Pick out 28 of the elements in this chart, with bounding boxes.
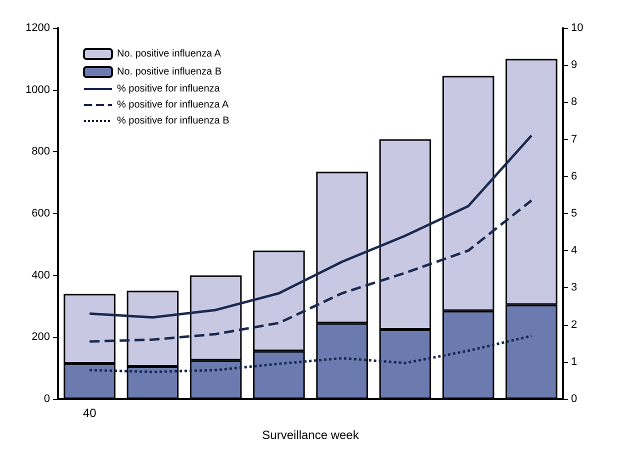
- legend-label: % positive for influenza: [117, 84, 220, 94]
- y-tick-label: 1000: [26, 84, 50, 96]
- x-axis-title: Surveillance week: [262, 428, 360, 442]
- y-tick-label: 0: [44, 393, 50, 405]
- y2-tick-label: 10: [571, 22, 584, 34]
- y2-tick-label: 0: [571, 393, 578, 405]
- line-series: [88, 334, 533, 374]
- legend-label: % positive for influenza B: [117, 116, 230, 126]
- legend-label: % positive for influenza A: [117, 100, 230, 110]
- y2-tick-label: 4: [571, 244, 578, 257]
- y2-tick-label: 6: [571, 170, 578, 182]
- y2-tick-label: 8: [571, 96, 578, 108]
- y-tick-label: 200: [32, 331, 50, 344]
- legend-label: No. positive influenza B: [117, 66, 222, 78]
- y2-tick-label: 5: [571, 208, 578, 220]
- line-series: [88, 199, 533, 343]
- y2-tick-label: 7: [571, 133, 578, 146]
- y2-tick-label: 9: [571, 59, 578, 72]
- y-tick-label: 1200: [26, 22, 50, 34]
- y2-tick-label: 3: [571, 282, 578, 294]
- legend-label: No. positive influenza A: [117, 48, 222, 60]
- y2-tick-label: 1: [571, 356, 578, 368]
- y2-tick-label: 2: [571, 318, 578, 331]
- y-tick-label: 400: [32, 269, 50, 282]
- x-tick-label: 40: [82, 406, 97, 420]
- y-tick-label: 800: [32, 146, 50, 158]
- line-series: [88, 134, 533, 319]
- y-tick-label: 600: [32, 208, 50, 220]
